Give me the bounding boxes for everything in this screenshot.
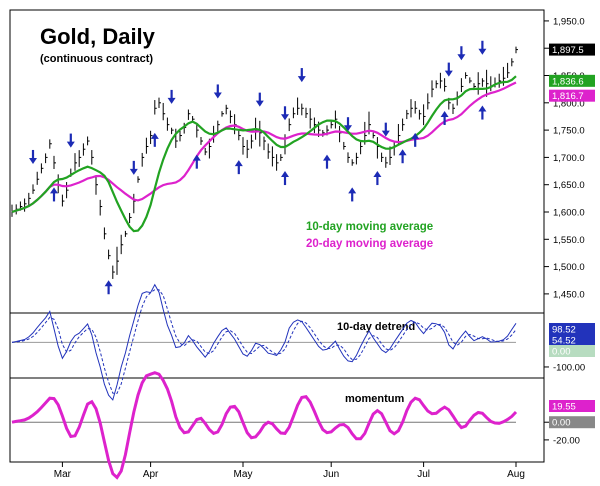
- legend-20-day-ma: 20-day moving average: [306, 238, 433, 250]
- chart-title: Gold, Daily: [40, 24, 156, 49]
- price-y-tick: 1,550.0: [553, 235, 585, 246]
- momentum-panel-label: momentum: [345, 393, 405, 405]
- ma-10-line: [11, 75, 517, 233]
- up-arrow-head: [104, 280, 113, 287]
- detrend-panel-label: 10-day detrend: [337, 321, 415, 333]
- detrend-line: [11, 283, 517, 401]
- detrend-signal-line: [11, 289, 517, 394]
- momentum-line: [11, 371, 518, 480]
- down-arrow-head: [29, 157, 37, 164]
- x-tick-label: Mar: [54, 469, 72, 480]
- down-arrow-head: [344, 125, 352, 132]
- down-arrow-head: [457, 54, 466, 61]
- x-tick-label: May: [234, 469, 253, 480]
- detrend-zero-tag-bg: [549, 345, 595, 357]
- down-arrow-head: [213, 92, 222, 99]
- detrend-last-tag: 54.52: [552, 336, 576, 347]
- up-arrow-head: [440, 111, 449, 117]
- down-arrow-head: [444, 70, 453, 77]
- detrend-last-tag-bg: [549, 334, 595, 346]
- ma10-last-tag: 1,836.6: [552, 76, 584, 87]
- x-tick-label: Apr: [143, 469, 159, 480]
- x-axis-ticks: Mar Apr May Jun Jul Aug: [54, 462, 525, 480]
- down-arrow-head: [255, 100, 264, 107]
- cycle-arrows: [29, 40, 487, 295]
- up-arrow-head: [281, 171, 289, 178]
- price-y-tick: 1,700.0: [553, 153, 585, 164]
- up-arrow-head: [411, 132, 420, 139]
- up-arrow-head: [478, 105, 487, 112]
- momentum-last-tag: 19.55: [552, 402, 576, 413]
- momentum-lines: [11, 371, 518, 480]
- price-y-tick: 1,600.0: [553, 208, 585, 219]
- price-y-tick: 1,450.0: [553, 289, 585, 300]
- momentum-last-tag-bg: [549, 400, 595, 412]
- ma10-last-tag-bg: [549, 74, 595, 87]
- x-tick-label: Jul: [417, 469, 430, 480]
- detrend-lines: [11, 283, 517, 401]
- last-value-tags: 1,897.51,836.61,816.798.5254.520.0019.55…: [549, 43, 595, 429]
- down-arrow-head: [297, 76, 306, 83]
- momentum-zero-tag-bg: [549, 416, 595, 429]
- legend-10-day-ma: 10-day moving average: [306, 221, 433, 233]
- down-arrow-head: [381, 130, 390, 137]
- up-arrow-head: [50, 187, 58, 194]
- up-arrow-head: [323, 154, 331, 161]
- down-arrow-head: [66, 141, 75, 148]
- chart-subtitle: (continuous contract): [40, 53, 153, 65]
- price-y-tick: 1,500.0: [553, 262, 585, 273]
- detrend-y-tick: -100.00: [553, 362, 585, 373]
- price-last-tag-bg: [549, 43, 595, 56]
- ma20-last-tag: 1,816.7: [552, 91, 584, 102]
- x-tick-label: Jun: [323, 469, 339, 480]
- price-y-tick: 1,750.0: [553, 126, 585, 137]
- up-arrow-head: [150, 132, 159, 139]
- detrend-zero-tag: 0.00: [552, 347, 571, 358]
- price-last-tag: 1,897.5: [552, 45, 584, 56]
- up-arrow-head: [234, 160, 243, 167]
- chart-frame: [9, 9, 545, 463]
- x-tick-label: Aug: [507, 469, 525, 480]
- price-y-tick: 1,650.0: [553, 180, 585, 191]
- down-arrow-head: [167, 97, 176, 104]
- detrend-signal-tag-bg: [549, 323, 595, 335]
- detrend-signal-tag: 98.52: [552, 325, 576, 336]
- up-arrow-head: [373, 171, 382, 178]
- ma20-last-tag-bg: [549, 89, 595, 102]
- price-y-tick: 1,800.0: [553, 98, 585, 109]
- price-y-tick: 1,950.0: [553, 16, 585, 27]
- up-arrow-head: [398, 149, 407, 156]
- down-arrow-head: [129, 168, 138, 175]
- down-arrow-head: [478, 48, 487, 55]
- down-arrow-head: [281, 114, 289, 121]
- moving-averages: [11, 75, 517, 233]
- up-arrow-head: [348, 187, 357, 194]
- momentum-y-tick: -20.00: [553, 435, 580, 446]
- up-arrow-head: [192, 154, 201, 161]
- momentum-zero-tag: 0.00: [552, 418, 571, 429]
